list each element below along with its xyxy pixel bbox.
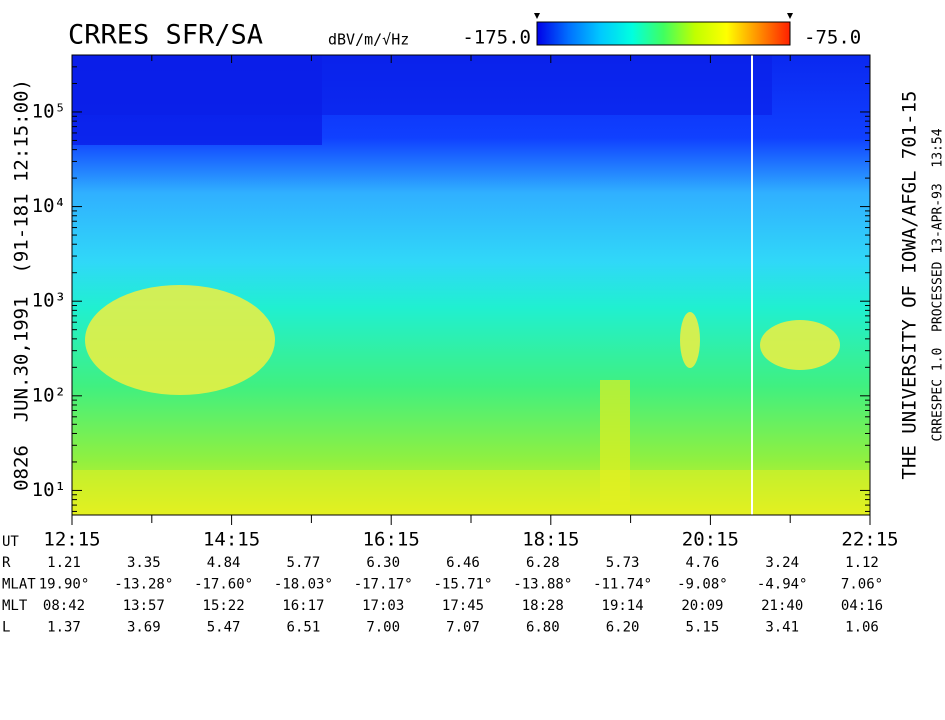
ephemeris-value: 20:09	[681, 598, 723, 614]
y-tick-label: 10³	[32, 290, 66, 312]
x-tick-label: 14:15	[203, 529, 260, 551]
ephemeris-value: 3.35	[127, 555, 161, 571]
y-tick-label: 10²	[32, 384, 66, 406]
ephemeris-value: 17:45	[442, 598, 484, 614]
ephemeris-value: 19.90°	[39, 577, 90, 593]
ephemeris-value: 15:22	[203, 598, 245, 614]
ephemeris-value: 5.47	[207, 620, 241, 636]
ephemeris-value: 3.41	[765, 620, 799, 636]
spectrogram-region	[760, 320, 840, 370]
colorbar-label: dBV/m/√Hz	[328, 31, 409, 49]
ephemeris-value: -13.88°	[513, 577, 572, 593]
x-tick-label: 22:15	[841, 529, 898, 551]
right-sublabel: CRRESPEC 1.0 PROCESSED 13-APR-93 13:54	[931, 128, 945, 441]
spectrogram	[72, 55, 870, 515]
ephemeris-label: R	[2, 555, 11, 571]
ephemeris-value: 6.30	[366, 555, 400, 571]
ephemeris-value: 19:14	[602, 598, 644, 614]
chart-title: CRRES SFR/SA	[68, 20, 263, 51]
ephemeris-value: 6.51	[287, 620, 321, 636]
ephemeris-label: L	[2, 620, 10, 636]
ephemeris-value: -4.94°	[757, 577, 808, 593]
ephemeris-value: 3.24	[765, 555, 799, 571]
ephemeris-value: 17:03	[362, 598, 404, 614]
x-tick-label: 18:15	[522, 529, 579, 551]
ephemeris-value: 04:16	[841, 598, 883, 614]
ephemeris-value: 1.37	[47, 620, 81, 636]
x-tick-label: 16:15	[363, 529, 420, 551]
ephemeris-value: -17.17°	[354, 577, 413, 593]
y-tick-label: 10¹	[32, 479, 66, 501]
y-tick-label: 10⁴	[32, 195, 66, 217]
ephemeris-value: 5.15	[686, 620, 720, 636]
ephemeris-value: 4.76	[686, 555, 720, 571]
ephemeris-value: 6.20	[606, 620, 640, 636]
ephemeris-value: 08:42	[43, 598, 85, 614]
colorbar-tick-label: -75.0	[804, 27, 861, 49]
ephemeris-value: 3.69	[127, 620, 161, 636]
spectrogram-region	[85, 285, 275, 395]
right-label: THE UNIVERSITY OF IOWA/AFGL 701-15	[899, 91, 921, 480]
spectrogram-region	[72, 470, 870, 515]
y-tick-label: 10⁵	[32, 100, 66, 122]
ephemeris-value: 7.07	[446, 620, 480, 636]
ephemeris-value: 18:28	[522, 598, 564, 614]
x-tick-label: 12:15	[43, 529, 100, 551]
ephemeris-label: MLAT	[2, 577, 36, 593]
ephemeris-value: 7.00	[366, 620, 400, 636]
ephemeris-value: 1.12	[845, 555, 879, 571]
ephemeris-value: 5.73	[606, 555, 640, 571]
ephemeris-value: 6.80	[526, 620, 560, 636]
ephemeris-value: 4.84	[207, 555, 241, 571]
ephemeris-value: 1.06	[845, 620, 879, 636]
colorbar-tick-label: -175.0	[462, 27, 531, 49]
spectrogram-region	[680, 312, 700, 368]
colorbar-tick	[534, 13, 540, 19]
ephemeris-label: UT	[2, 534, 19, 550]
ephemeris-value: 5.77	[287, 555, 321, 571]
ephemeris-value: -11.74°	[593, 577, 652, 593]
ephemeris-value: -15.71°	[433, 577, 492, 593]
ephemeris-label: MLT	[2, 598, 28, 614]
colorbar-tick	[787, 13, 793, 19]
ephemeris-value: 13:57	[123, 598, 165, 614]
colorbar	[536, 21, 791, 46]
spectrogram-region	[72, 55, 772, 115]
ephemeris-value: 6.46	[446, 555, 480, 571]
ephemeris-value: -9.08°	[677, 577, 728, 593]
left-label: 0826 JUN.30,1991 (91-181 12:15:00)	[11, 79, 33, 491]
ephemeris-value: 16:17	[282, 598, 324, 614]
ephemeris-value: 7.06°	[841, 577, 883, 593]
ephemeris-value: -18.03°	[274, 577, 333, 593]
x-tick-label: 20:15	[682, 529, 739, 551]
ephemeris-value: -13.28°	[114, 577, 173, 593]
ephemeris-value: 6.28	[526, 555, 560, 571]
ephemeris-value: -17.60°	[194, 577, 253, 593]
ephemeris-value: 21:40	[761, 598, 803, 614]
ephemeris-value: 1.21	[47, 555, 81, 571]
